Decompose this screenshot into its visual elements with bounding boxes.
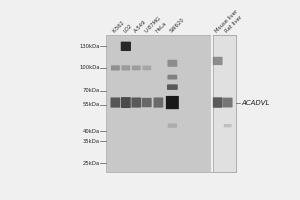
- FancyBboxPatch shape: [167, 75, 177, 80]
- Text: 130kDa: 130kDa: [79, 44, 100, 49]
- Text: Rat liver: Rat liver: [224, 14, 243, 33]
- FancyBboxPatch shape: [223, 98, 232, 107]
- FancyBboxPatch shape: [167, 60, 177, 67]
- FancyBboxPatch shape: [131, 97, 141, 108]
- FancyBboxPatch shape: [121, 42, 131, 51]
- Text: Mouse liver: Mouse liver: [214, 8, 239, 33]
- Text: SW620: SW620: [169, 16, 186, 33]
- Text: 40kDa: 40kDa: [82, 129, 100, 134]
- Text: LO2: LO2: [122, 23, 133, 33]
- Text: 25kDa: 25kDa: [82, 161, 100, 166]
- FancyBboxPatch shape: [142, 66, 151, 70]
- Bar: [106, 35, 236, 172]
- Text: K-562: K-562: [112, 19, 126, 33]
- FancyBboxPatch shape: [132, 66, 141, 70]
- FancyBboxPatch shape: [121, 97, 131, 108]
- FancyBboxPatch shape: [213, 57, 223, 65]
- Bar: [213, 35, 236, 172]
- FancyBboxPatch shape: [213, 97, 223, 108]
- FancyBboxPatch shape: [142, 98, 152, 107]
- FancyBboxPatch shape: [154, 97, 163, 108]
- Bar: [211, 35, 213, 172]
- Text: HeLa: HeLa: [155, 20, 168, 33]
- Text: ACADVL: ACADVL: [242, 100, 270, 106]
- Text: 55kDa: 55kDa: [82, 102, 100, 107]
- FancyBboxPatch shape: [110, 97, 120, 108]
- Text: 100kDa: 100kDa: [79, 65, 100, 70]
- FancyBboxPatch shape: [167, 84, 178, 90]
- FancyBboxPatch shape: [168, 123, 177, 128]
- FancyBboxPatch shape: [224, 124, 232, 127]
- Text: U-87MG: U-87MG: [143, 15, 162, 33]
- FancyBboxPatch shape: [122, 65, 130, 71]
- Text: 35kDa: 35kDa: [82, 139, 100, 144]
- FancyBboxPatch shape: [166, 96, 179, 109]
- FancyBboxPatch shape: [111, 65, 120, 71]
- Text: 70kDa: 70kDa: [82, 88, 100, 93]
- Text: A-549: A-549: [133, 19, 147, 33]
